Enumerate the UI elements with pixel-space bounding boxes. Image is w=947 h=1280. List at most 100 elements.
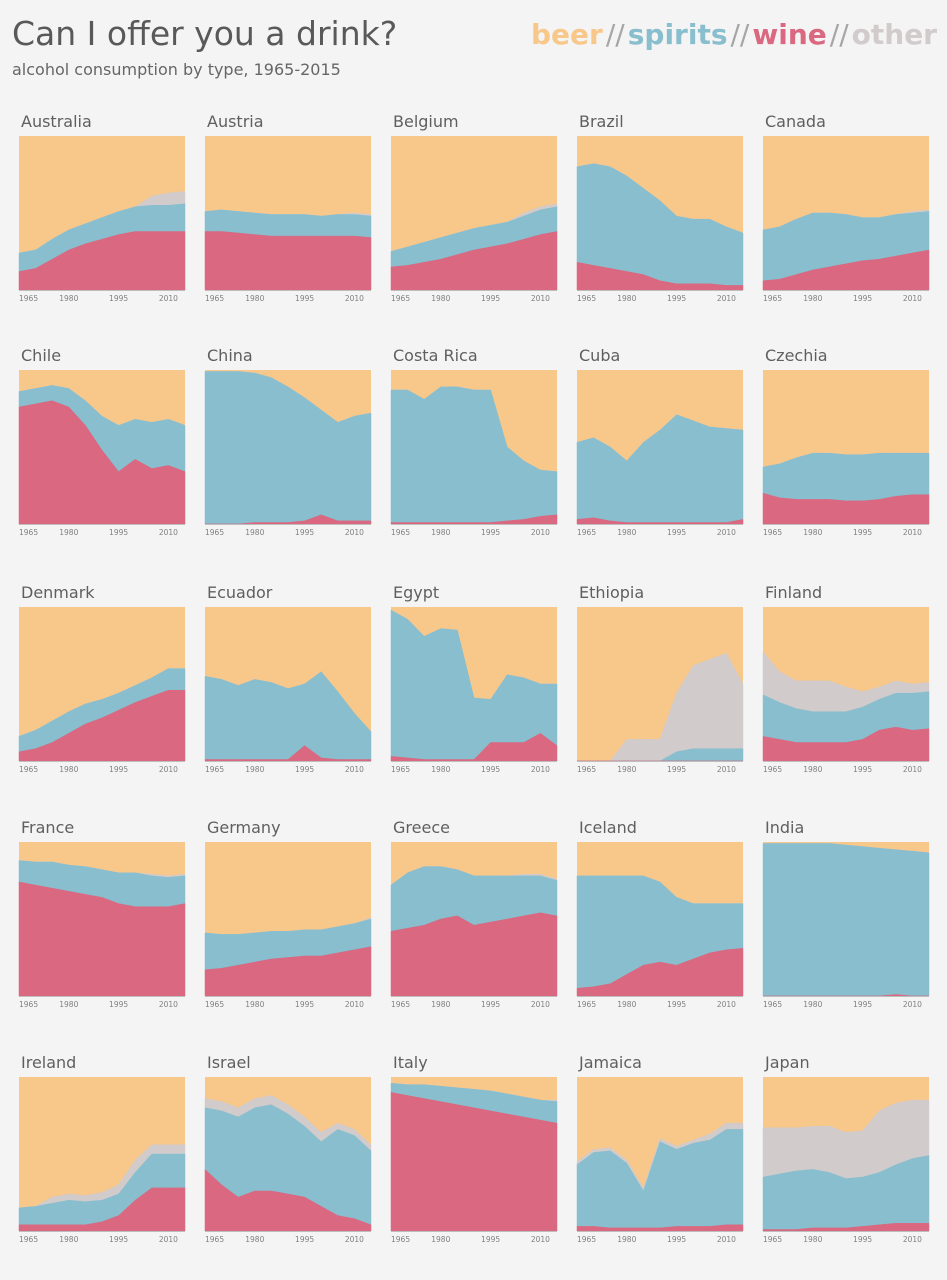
- panel-belgium: Belgium 1965 1980 1995 2010: [390, 112, 561, 303]
- panel-title: Ireland: [21, 1053, 77, 1072]
- x-tick-label: 2010: [159, 528, 178, 537]
- panel-chart: 1965 1980 1995 2010: [204, 1077, 372, 1244]
- x-tick-label: 1995: [295, 1235, 314, 1244]
- x-tick-label: 2010: [159, 294, 178, 303]
- x-tick-label: 1965: [577, 1235, 596, 1244]
- panel-chart: 1965 1980 1995 2010: [18, 136, 186, 303]
- panel-china: China 1965 1980 1995 2010: [204, 346, 375, 537]
- panel-egypt: Egypt 1965 1980 1995 2010: [390, 583, 561, 774]
- x-tick-label: 2010: [717, 294, 736, 303]
- x-tick-label: 1995: [667, 1000, 686, 1009]
- panel-chart: 1965 1980 1995 2010: [576, 136, 744, 303]
- panel-germany: Germany 1965 1980 1995 2010: [204, 818, 375, 1009]
- panel-title: Iceland: [579, 818, 637, 837]
- panel-ecuador: Ecuador 1965 1980 1995 2010: [204, 583, 375, 774]
- legend-beer: beer: [531, 18, 603, 51]
- x-tick-label: 1980: [245, 1235, 264, 1244]
- panel-chart: 1965 1980 1995 2010: [576, 370, 744, 537]
- x-tick-label: 1980: [431, 528, 450, 537]
- x-tick-label: 1980: [59, 1235, 78, 1244]
- legend-wine: wine: [752, 18, 827, 51]
- panel-chile: Chile 1965 1980 1995 2010: [18, 346, 189, 537]
- x-tick-label: 2010: [903, 528, 922, 537]
- x-tick-label: 1965: [391, 765, 410, 774]
- panel-title: Denmark: [21, 583, 95, 602]
- x-tick-label: 1980: [59, 1000, 78, 1009]
- x-tick-label: 2010: [531, 1235, 550, 1244]
- panel-chart: 1965 1980 1995 2010: [762, 607, 930, 774]
- x-tick-label: 2010: [345, 528, 364, 537]
- x-tick-label: 1995: [295, 1000, 314, 1009]
- x-tick-label: 1980: [59, 765, 78, 774]
- x-tick-label: 2010: [717, 1000, 736, 1009]
- x-tick-label: 1965: [19, 528, 38, 537]
- panel-title: Finland: [765, 583, 823, 602]
- panel-title: Greece: [393, 818, 450, 837]
- x-tick-label: 2010: [345, 294, 364, 303]
- panel-japan: Japan 1965 1980 1995 2010: [762, 1053, 933, 1244]
- x-tick-label: 1965: [205, 528, 224, 537]
- x-tick-label: 1995: [481, 1000, 500, 1009]
- panel-title: Germany: [207, 818, 281, 837]
- panel-chart: 1965 1980 1995 2010: [390, 136, 558, 303]
- panel-title: Belgium: [393, 112, 459, 131]
- panel-title: Austria: [207, 112, 264, 131]
- panel-title: Australia: [21, 112, 92, 131]
- x-tick-label: 2010: [717, 765, 736, 774]
- panel-chart: 1965 1980 1995 2010: [204, 136, 372, 303]
- legend-separator: //: [730, 18, 750, 51]
- x-tick-label: 2010: [717, 528, 736, 537]
- panel-chart: 1965 1980 1995 2010: [762, 136, 930, 303]
- x-tick-label: 1980: [617, 1000, 636, 1009]
- x-tick-label: 1995: [667, 1235, 686, 1244]
- x-tick-label: 1965: [205, 1235, 224, 1244]
- x-tick-label: 1965: [577, 528, 596, 537]
- x-tick-label: 1980: [617, 528, 636, 537]
- x-tick-label: 1980: [803, 765, 822, 774]
- x-tick-label: 1995: [295, 528, 314, 537]
- x-tick-label: 1965: [577, 765, 596, 774]
- panel-jamaica: Jamaica 1965 1980 1995 2010: [576, 1053, 747, 1244]
- panel-title: Egypt: [393, 583, 440, 602]
- x-tick-label: 2010: [717, 1235, 736, 1244]
- x-tick-label: 1980: [803, 1235, 822, 1244]
- x-tick-label: 1965: [763, 765, 782, 774]
- x-tick-label: 1965: [763, 528, 782, 537]
- panel-chart: 1965 1980 1995 2010: [18, 607, 186, 774]
- panel-title: Canada: [765, 112, 826, 131]
- panel-italy: Italy 1965 1980 1995 2010: [390, 1053, 561, 1244]
- x-tick-label: 1995: [481, 1235, 500, 1244]
- panel-chart: 1965 1980 1995 2010: [576, 1077, 744, 1244]
- panel-canada: Canada 1965 1980 1995 2010: [762, 112, 933, 303]
- legend-other: other: [851, 18, 937, 51]
- x-tick-label: 1980: [431, 1235, 450, 1244]
- area-spirits: [762, 843, 930, 997]
- panel-chart: 1965 1980 1995 2010: [390, 1077, 558, 1244]
- panel-title: Ecuador: [207, 583, 273, 602]
- panel-chart: 1965 1980 1995 2010: [762, 370, 930, 537]
- x-tick-label: 2010: [159, 1000, 178, 1009]
- x-tick-label: 2010: [159, 1235, 178, 1244]
- x-tick-label: 1965: [205, 1000, 224, 1009]
- x-tick-label: 1995: [853, 765, 872, 774]
- x-tick-label: 1995: [109, 528, 128, 537]
- x-tick-label: 1965: [205, 294, 224, 303]
- panel-title: Costa Rica: [393, 346, 478, 365]
- panel-india: India 1965 1980 1995 2010: [762, 818, 933, 1009]
- panel-chart: 1965 1980 1995 2010: [18, 842, 186, 1009]
- panel-title: Cuba: [579, 346, 621, 365]
- panel-ethiopia: Ethiopia 1965 1980 1995 2010: [577, 583, 747, 774]
- x-tick-label: 1995: [667, 765, 686, 774]
- panel-chart: 1965 1980 1995 2010: [762, 842, 930, 1009]
- x-tick-label: 2010: [345, 765, 364, 774]
- panel-cuba: Cuba 1965 1980 1995 2010: [576, 346, 747, 537]
- x-tick-label: 1980: [245, 765, 264, 774]
- x-tick-label: 1965: [763, 294, 782, 303]
- panel-chart: 1965 1980 1995 2010: [18, 370, 186, 537]
- x-tick-label: 1980: [245, 1000, 264, 1009]
- panel-chart: 1965 1980 1995 2010: [762, 1077, 930, 1244]
- x-tick-label: 1965: [205, 765, 224, 774]
- panel-iceland: Iceland 1965 1980 1995 2010: [576, 818, 747, 1009]
- x-tick-label: 1965: [391, 1235, 410, 1244]
- panel-chart: 1965 1980 1995 2010: [204, 370, 372, 537]
